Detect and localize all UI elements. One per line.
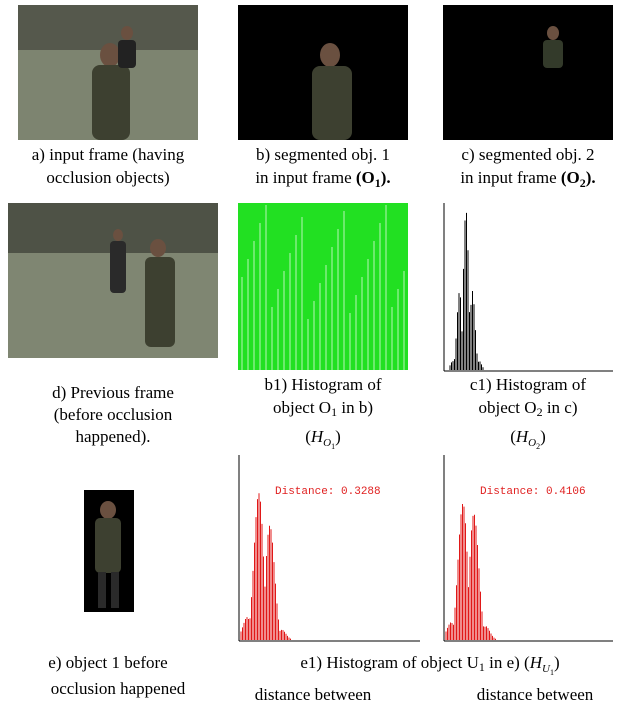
histogram-e1-left [238, 455, 420, 642]
caption: object O [273, 398, 331, 417]
math: O [323, 437, 331, 449]
distance-label: Distance: 0.3288 [275, 486, 381, 498]
caption: object O [478, 398, 536, 417]
caption: b1) Histogram of [264, 375, 381, 394]
symbol: (O [561, 168, 580, 187]
histogram-c1 [443, 203, 613, 372]
caption: e) object 1 before [48, 653, 167, 672]
caption: c) segmented obj. 2 [461, 145, 594, 164]
histogram-e1-right [443, 455, 613, 642]
photo-b [238, 5, 408, 140]
math: 1 [550, 668, 554, 677]
symbol: ). [381, 168, 391, 187]
math: H [529, 653, 544, 672]
photo-d [8, 203, 218, 358]
caption: d) Previous frame [52, 383, 174, 402]
math: ) [554, 653, 560, 672]
math: (HO2) [510, 427, 546, 451]
math: 2 [536, 442, 540, 451]
photo-e [84, 490, 134, 612]
caption: in input frame (O1). [255, 168, 390, 190]
math: ) [540, 427, 546, 446]
caption: c1) Histogram of [470, 375, 586, 394]
math: ( [510, 427, 516, 446]
caption: in e) [485, 653, 524, 672]
histogram-b1-stripes [241, 205, 405, 370]
caption: e1) Histogram of object U [300, 653, 478, 672]
math: H [310, 427, 325, 446]
caption: a) input frame (having [32, 145, 185, 164]
math: O [528, 437, 536, 449]
caption: object O2 in c) [478, 398, 577, 419]
caption: object O1 in b) [273, 398, 373, 419]
math: 1 [331, 442, 335, 451]
caption: in input frame (O2). [460, 168, 595, 190]
caption: happened). [75, 427, 150, 446]
math: ) [335, 427, 341, 446]
histogram-b1 [238, 203, 408, 370]
subscript: 1 [479, 660, 485, 674]
math: (HO1) [305, 427, 341, 451]
subscript: 2 [537, 405, 543, 419]
photo-a [18, 5, 198, 140]
symbol: (O [356, 168, 375, 187]
symbol: ). [586, 168, 596, 187]
math: H [515, 427, 530, 446]
caption: b) segmented obj. 1 [256, 145, 390, 164]
caption: in b) [337, 398, 373, 417]
caption: in input frame [255, 168, 356, 187]
caption: in input frame [460, 168, 561, 187]
subscript: 2 [580, 176, 586, 190]
math: ( [305, 427, 311, 446]
distance-label: Distance: 0.4106 [480, 486, 586, 498]
math: ( [524, 653, 530, 672]
photo-c [443, 5, 613, 140]
subscript: 1 [331, 405, 337, 419]
caption: distance between [255, 685, 372, 704]
caption: occlusion happened [51, 679, 186, 698]
caption: in c) [543, 398, 578, 417]
caption: e1) Histogram of object U1 in e) (HU1) [300, 653, 559, 677]
caption: distance between [477, 685, 594, 704]
math: U [542, 663, 551, 675]
subscript: 1 [375, 176, 381, 190]
caption: occlusion objects) [46, 168, 169, 187]
caption: (before occlusion [54, 405, 173, 424]
